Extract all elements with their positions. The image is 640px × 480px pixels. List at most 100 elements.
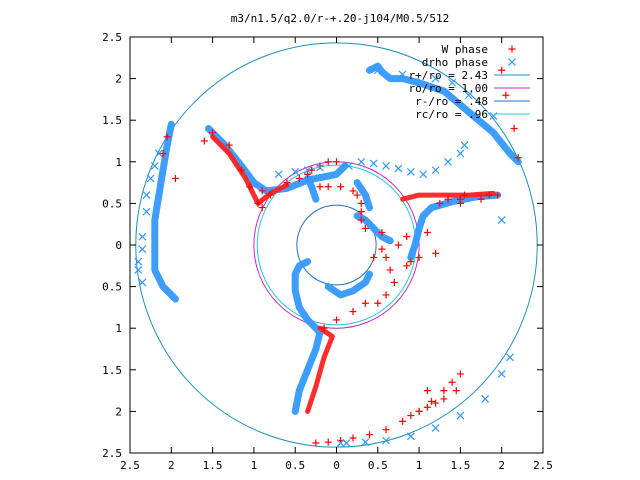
point-s1-21 (431, 166, 440, 175)
point-s1-2 (361, 438, 370, 447)
xtick-label-6: 0.5 (368, 459, 388, 472)
point-s0-40 (485, 191, 493, 199)
point-s1-22 (444, 157, 452, 166)
point-s1-18 (394, 164, 403, 173)
point-s0-6 (258, 204, 266, 212)
point-s0-38 (456, 199, 464, 207)
ytick-label-8: 1.5 (102, 364, 122, 377)
chart-title: m3/n1.5/q2.0/r-+.20-j104/M0.5/512 (231, 12, 450, 25)
arm-9 (324, 270, 373, 299)
point-s0-49 (349, 308, 357, 316)
point-s1-0 (336, 439, 345, 447)
legend-label-0: W phase (442, 43, 488, 56)
point-s1-40 (398, 70, 407, 79)
point-s0-20 (436, 199, 444, 207)
arm-4 (353, 212, 394, 245)
point-s0-57 (452, 387, 460, 395)
point-s0-11 (349, 187, 357, 195)
point-s0-18 (403, 233, 411, 241)
point-s1-32 (134, 257, 143, 266)
point-s1-9 (506, 353, 514, 362)
point-s1-27 (146, 174, 155, 183)
point-s1-13 (316, 163, 324, 172)
point-s0-2 (225, 141, 233, 149)
point-s0-42 (378, 245, 386, 253)
xtick-label-10: 2.5 (533, 459, 553, 472)
point-s0-72 (171, 174, 179, 182)
axis-ticks: 2.5 2 1.5 1 0.5 0 0.5 1 1.5 2 2.52.521.510.500.511… (102, 31, 553, 472)
point-s0-14 (357, 208, 365, 216)
arm-10 (353, 179, 373, 212)
point-s0-48 (361, 299, 369, 307)
point-s0-73 (498, 66, 506, 74)
point-s0-32 (370, 253, 378, 261)
point-s0-50 (333, 316, 340, 324)
legend-swatch-1 (508, 58, 516, 66)
point-s0-16 (361, 224, 369, 232)
point-s0-35 (407, 258, 415, 266)
point-s1-31 (138, 245, 147, 254)
point-s0-13 (357, 199, 365, 207)
point-s1-24 (460, 141, 469, 150)
point-s1-12 (303, 166, 312, 175)
point-s0-64 (399, 417, 407, 425)
point-s0-76 (514, 154, 522, 162)
spiral-arms (151, 62, 522, 415)
point-s0-62 (366, 431, 374, 439)
ytick-label-7: 1 (115, 322, 122, 335)
point-s0-8 (316, 183, 324, 191)
point-s0-7 (266, 191, 274, 199)
point-s0-25 (283, 179, 291, 187)
point-s0-36 (415, 253, 423, 261)
ytick-label-5: 0 (115, 239, 122, 252)
point-s1-15 (357, 157, 366, 166)
point-s1-33 (134, 266, 143, 274)
arm-2 (291, 258, 324, 415)
legend-label-3: ro/ro = 1.00 (409, 82, 488, 95)
ytick-label-10: 2.5 (102, 447, 122, 460)
point-s0-39 (477, 195, 485, 203)
arm-5 (407, 191, 502, 261)
point-s0-52 (407, 412, 415, 420)
point-s0-17 (378, 229, 386, 237)
legend-label-4: r-/ro = .48 (415, 95, 488, 108)
point-s0-45 (390, 278, 398, 286)
point-s0-33 (394, 241, 402, 249)
xtick-label-7: 1 (416, 459, 423, 472)
point-s0-24 (258, 187, 266, 195)
arm-8 (366, 62, 522, 166)
xtick-label-4: 0.5 (285, 459, 305, 472)
point-s0-51 (320, 324, 328, 332)
point-s1-8 (497, 370, 506, 378)
point-s0-9 (324, 183, 332, 191)
xtick-label-3: 1 (251, 459, 258, 472)
legend-swatch-0 (508, 45, 516, 53)
point-s0-12 (353, 191, 361, 199)
arm-6 (400, 190, 496, 202)
point-s0-3 (238, 166, 246, 174)
point-s0-15 (357, 216, 365, 224)
point-s0-75 (510, 125, 518, 133)
point-s0-58 (312, 439, 320, 447)
point-s0-23 (461, 191, 469, 199)
point-s1-17 (382, 162, 390, 170)
point-s0-74 (502, 91, 510, 99)
point-s0-31 (333, 158, 340, 166)
point-s0-43 (382, 253, 390, 261)
point-s1-5 (431, 424, 440, 432)
point-s0-34 (403, 262, 411, 270)
circle-2 (296, 204, 377, 286)
point-s0-30 (324, 158, 332, 166)
point-s0-19 (423, 229, 431, 237)
arm-11 (304, 174, 320, 203)
point-s1-4 (406, 432, 415, 441)
point-s0-4 (246, 183, 254, 191)
xtick-label-9: 2 (498, 459, 505, 472)
point-s1-38 (448, 78, 457, 87)
legend-label-1: drho phase (422, 56, 488, 69)
point-s1-19 (406, 167, 415, 176)
point-s1-3 (382, 436, 390, 445)
point-s0-63 (382, 426, 390, 434)
point-s0-21 (444, 195, 452, 203)
